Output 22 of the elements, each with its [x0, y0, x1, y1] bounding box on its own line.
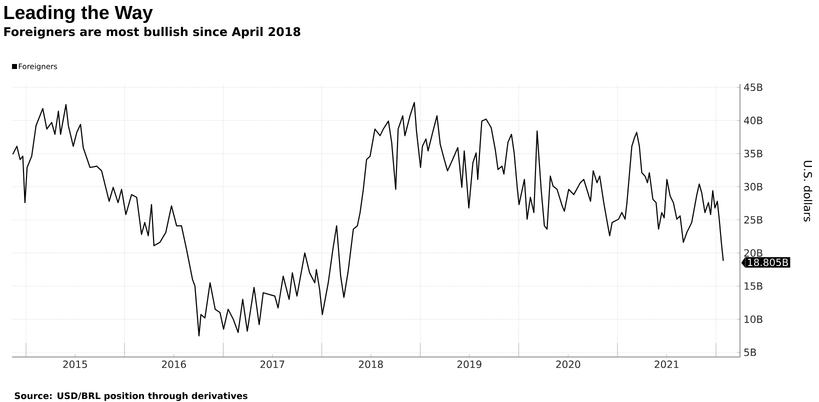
line-series [12, 102, 724, 336]
y-tick-label: 20B [744, 249, 762, 257]
chart-subtitle: Foreigners are most bullish since April 2018 [4, 26, 300, 39]
source-note: Source: USD/BRL position through derivatives [14, 392, 248, 401]
x-tick-label: 2016 [162, 360, 186, 368]
y-tick-label: 40B [744, 116, 762, 124]
chart-title: Leading the Way [4, 5, 153, 24]
x-tick-label: 2018 [358, 360, 383, 368]
x-tick-label: 2015 [63, 360, 87, 368]
y-tick-label: 35B [744, 150, 762, 158]
annotation: 18.805B [748, 258, 788, 266]
x-tick-label: 2021 [654, 360, 678, 368]
x-tick-label: 2019 [457, 360, 482, 368]
y-tick-label: 5B [744, 348, 756, 356]
y-tick-label: 15B [744, 282, 762, 290]
x-tick-label: 2017 [260, 360, 284, 368]
y-tick-label: 45B [744, 84, 762, 92]
x-tick-label: 2020 [556, 360, 580, 368]
y-axis-title: U.S. dollars [804, 160, 812, 222]
y-tick-label: 30B [744, 182, 762, 190]
y-tick-label: 10B [744, 315, 762, 323]
y-tick-label: 25B [744, 216, 762, 224]
